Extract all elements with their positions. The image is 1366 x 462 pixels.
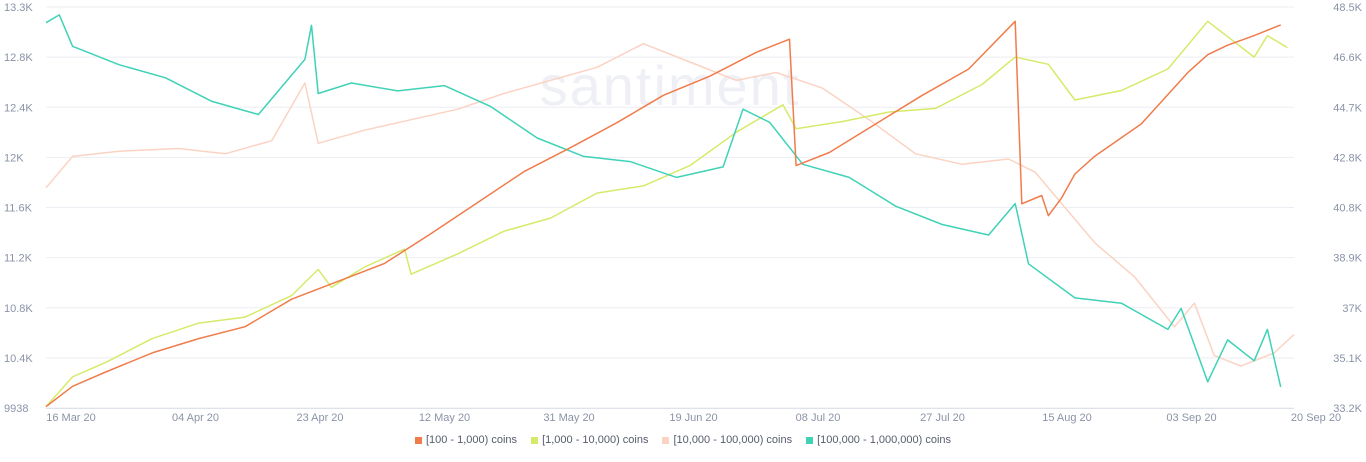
series-line-3[interactable] — [45, 42, 1295, 367]
x-tick-label: 04 Apr 20 — [172, 412, 219, 424]
x-tick-label: 20 Sep 20 — [1291, 412, 1341, 424]
left-tick-label: 10.8K — [4, 303, 33, 315]
watermark: santiment — [540, 54, 801, 117]
x-tick-label: 23 Apr 20 — [296, 412, 343, 424]
legend: [100 - 1,000) coins [1,000 - 10,000) coin… — [0, 434, 1366, 447]
right-tick-label: 33.2K — [1333, 403, 1362, 415]
legend-label: [100,000 - 1,000,000) coins — [817, 434, 952, 446]
right-axis: 48.5K 46.6K 44.7K 42.8K 40.8K 38.9K 37K 35.1K 33… — [1333, 2, 1362, 415]
series-line-2[interactable] — [45, 20, 1288, 408]
x-axis: 16 Mar 20 04 Apr 20 23 Apr 20 12 May 20 31 M… — [46, 408, 1341, 424]
right-tick-label: 48.5K — [1333, 2, 1362, 14]
left-tick-label: 9938 — [4, 403, 28, 415]
right-tick-label: 44.7K — [1333, 102, 1362, 114]
chart: santiment 13.3K 12.8K 12.4K 12K 11.6K 11.2K 10… — [4, 2, 1363, 424]
legend-label: [100 - 1,000) coins — [425, 434, 518, 446]
right-tick-label: 40.8K — [1333, 203, 1362, 215]
series-line-1[interactable] — [45, 20, 1281, 408]
legend-item-3[interactable]: [10,000 - 100,000) coins — [662, 434, 792, 446]
legend-item-1[interactable]: [100 - 1,000) coins — [414, 434, 518, 446]
left-tick-label: 12.4K — [4, 102, 33, 114]
x-tick-label: 27 Jul 20 — [920, 412, 965, 424]
series-layer — [45, 14, 1295, 408]
x-tick-label: 03 Sep 20 — [1166, 412, 1216, 424]
left-tick-label: 12.8K — [4, 52, 33, 64]
right-tick-label: 35.1K — [1333, 353, 1362, 365]
x-tick-label: 19 Jun 20 — [669, 412, 717, 424]
legend-label: [1,000 - 10,000) coins — [542, 434, 649, 446]
x-tick-label: 31 May 20 — [543, 412, 594, 424]
left-axis: 13.3K 12.8K 12.4K 12K 11.6K 11.2K 10.8K 10.4K 99… — [4, 2, 33, 415]
right-tick-label: 38.9K — [1333, 253, 1362, 265]
legend-item-4[interactable]: [100,000 - 1,000,000) coins — [806, 434, 951, 446]
right-tick-label: 42.8K — [1333, 152, 1362, 164]
series-line-4[interactable] — [45, 14, 1282, 388]
legend-swatch — [806, 436, 814, 444]
x-tick-label: 12 May 20 — [419, 412, 470, 424]
x-tick-label: 08 Jul 20 — [796, 412, 841, 424]
legend-item-2[interactable]: [1,000 - 10,000) coins — [531, 434, 648, 446]
left-tick-label: 11.6K — [4, 203, 33, 215]
legend-label: [10,000 - 100,000) coins — [673, 434, 793, 446]
right-tick-label: 46.6K — [1333, 52, 1362, 64]
legend-swatch — [531, 436, 539, 444]
left-tick-label: 11.2K — [4, 253, 33, 265]
left-tick-label: 12K — [4, 152, 24, 164]
legend-swatch — [414, 436, 422, 444]
x-tick-label: 16 Mar 20 — [46, 412, 96, 424]
left-tick-label: 10.4K — [4, 353, 33, 365]
x-tick-label: 15 Aug 20 — [1042, 412, 1092, 424]
right-tick-label: 37K — [1342, 303, 1362, 315]
left-tick-label: 13.3K — [4, 2, 33, 14]
legend-swatch — [662, 436, 670, 444]
